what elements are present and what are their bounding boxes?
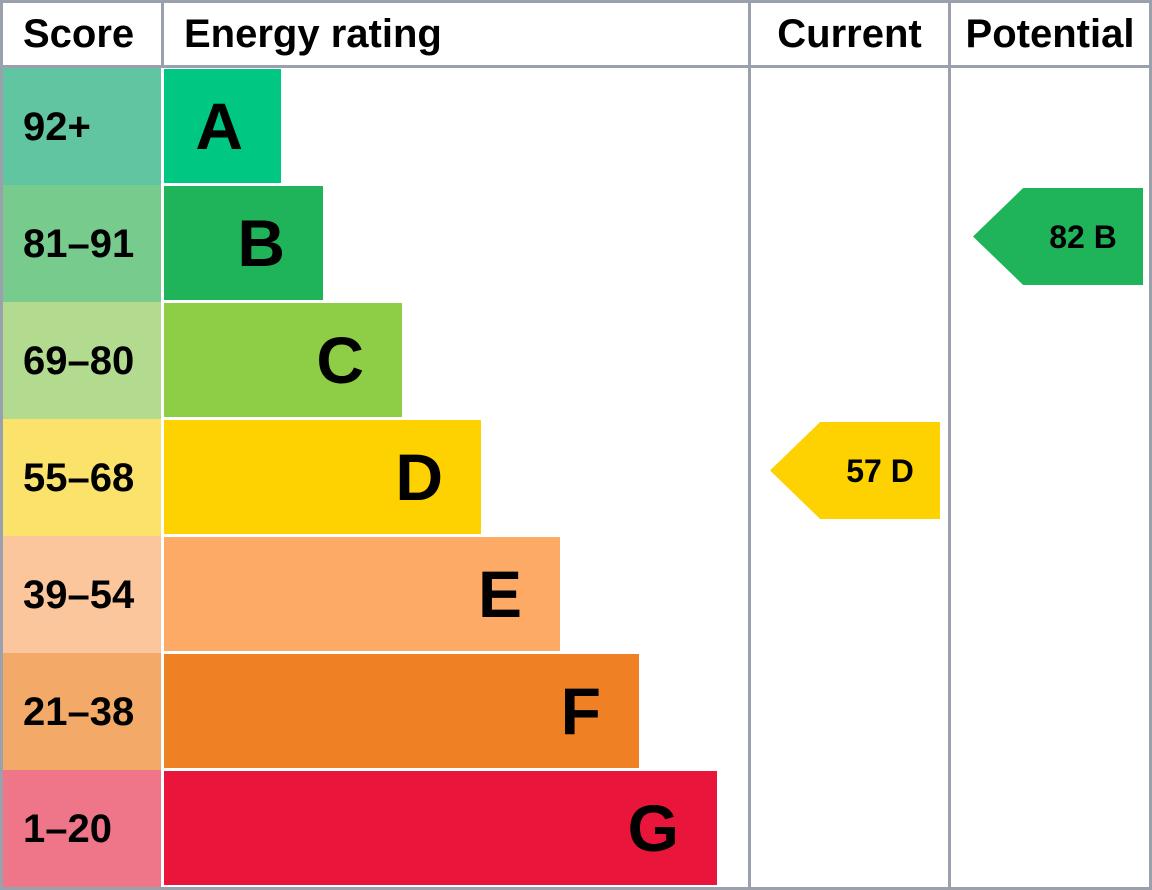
- current-cell: [751, 185, 951, 302]
- band-row-d: 55–68 D 57 D: [3, 419, 1149, 536]
- potential-rating-label: 82 B: [1049, 218, 1117, 255]
- current-cell: [751, 536, 951, 653]
- band-bar-b: B: [164, 186, 323, 300]
- band-bar-area: C: [161, 302, 751, 419]
- band-letter: B: [237, 206, 285, 280]
- current-cell: 57 D: [751, 419, 951, 536]
- score-column-header: Score: [3, 3, 164, 65]
- potential-cell: [951, 302, 1149, 419]
- band-score-range: 92+: [3, 68, 161, 185]
- band-bar-area: D: [161, 419, 751, 536]
- potential-rating-arrow: 82 B: [973, 188, 1143, 285]
- band-bar-e: E: [164, 537, 560, 651]
- band-bar-c: C: [164, 303, 402, 417]
- band-row-e: 39–54 E: [3, 536, 1149, 653]
- chart-header: Score Energy rating Current Potential: [3, 3, 1149, 68]
- potential-cell: [951, 770, 1149, 887]
- band-row-a: 92+ A: [3, 68, 1149, 185]
- band-bar-area: A: [161, 68, 751, 185]
- band-letter: A: [195, 89, 243, 163]
- band-row-f: 21–38 F: [3, 653, 1149, 770]
- energy-rating-column-header: Energy rating: [164, 3, 751, 65]
- band-score-range: 81–91: [3, 185, 161, 302]
- band-row-g: 1–20 G: [3, 770, 1149, 887]
- band-score-range: 69–80: [3, 302, 161, 419]
- current-cell: [751, 653, 951, 770]
- band-bar-f: F: [164, 654, 639, 768]
- band-row-c: 69–80 C: [3, 302, 1149, 419]
- band-bar-a: A: [164, 69, 281, 183]
- current-rating-arrow: 57 D: [770, 422, 940, 519]
- band-letter: C: [316, 323, 364, 397]
- band-bar-area: B: [161, 185, 751, 302]
- band-score-range: 55–68: [3, 419, 161, 536]
- band-bar-area: F: [161, 653, 751, 770]
- current-column-header: Current: [751, 3, 951, 65]
- current-cell: [751, 770, 951, 887]
- band-bar-g: G: [164, 771, 717, 885]
- band-rows: 92+ A 81–91 B 82 B 69–80 C 55–68 D 57 D 39–54 E 21–3…: [3, 68, 1149, 887]
- band-row-b: 81–91 B 82 B: [3, 185, 1149, 302]
- band-bar-area: E: [161, 536, 751, 653]
- band-score-range: 39–54: [3, 536, 161, 653]
- band-bar-area: G: [161, 770, 751, 887]
- band-letter: D: [395, 440, 443, 514]
- band-score-range: 1–20: [3, 770, 161, 887]
- potential-column-header: Potential: [965, 12, 1135, 56]
- band-letter: E: [477, 557, 522, 631]
- potential-cell: 82 B: [951, 185, 1149, 302]
- band-letter: F: [560, 674, 601, 748]
- band-score-range: 21–38: [3, 653, 161, 770]
- potential-cell: [951, 536, 1149, 653]
- band-bar-d: D: [164, 420, 481, 534]
- potential-cell: [951, 653, 1149, 770]
- potential-cell: [951, 419, 1149, 536]
- current-rating-label: 57 D: [846, 452, 914, 489]
- band-letter: G: [627, 791, 679, 865]
- current-cell: [751, 302, 951, 419]
- potential-cell: [951, 68, 1149, 185]
- current-cell: [751, 68, 951, 185]
